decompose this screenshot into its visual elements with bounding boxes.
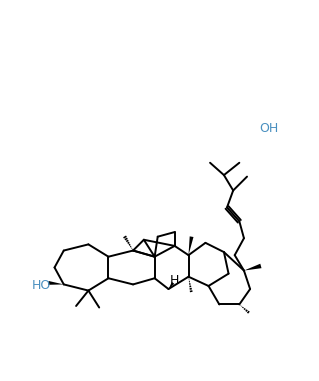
Text: H: H: [170, 274, 179, 287]
Polygon shape: [189, 236, 194, 255]
Polygon shape: [168, 282, 174, 289]
Text: HO: HO: [32, 279, 51, 293]
Polygon shape: [244, 264, 262, 271]
Text: OH: OH: [259, 122, 278, 135]
Polygon shape: [48, 281, 64, 285]
